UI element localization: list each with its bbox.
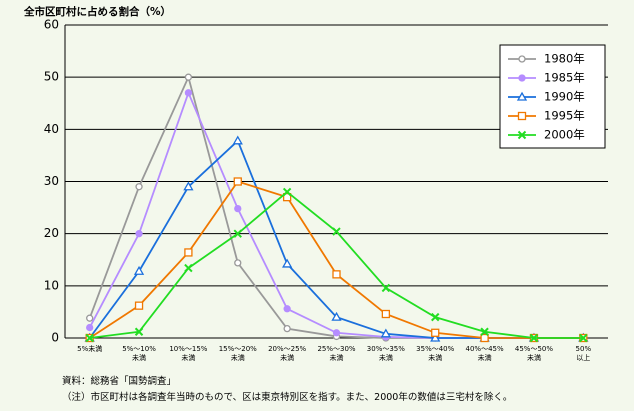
marker: [282, 258, 293, 268]
marker: [381, 309, 391, 319]
marker: [183, 181, 194, 191]
marker: [579, 333, 588, 343]
marker: [184, 73, 193, 81]
marker: [85, 333, 94, 343]
y-tick-label: 40: [44, 122, 59, 136]
y-tick-label: 0: [51, 331, 59, 345]
y-tick-label: 10: [44, 278, 59, 292]
y-tick-label: 20: [44, 226, 59, 240]
marker: [430, 332, 441, 342]
marker: [332, 329, 341, 337]
y-tick-label: 30: [44, 174, 59, 188]
x-tick-label: 35%～40% 未満: [416, 345, 455, 362]
marker: [380, 328, 391, 338]
marker: [234, 259, 242, 267]
y-tick-label: 60: [44, 18, 59, 32]
marker: [381, 283, 391, 293]
marker: [233, 229, 242, 238]
marker: [431, 312, 440, 322]
marker: [283, 324, 291, 333]
marker: [282, 192, 292, 202]
x-tick-label: 10%～15% 未満: [169, 345, 208, 362]
marker: [232, 135, 243, 145]
marker: [332, 270, 341, 279]
marker: [135, 230, 143, 238]
marker: [234, 204, 242, 213]
marker: [332, 227, 341, 236]
series-line: [88, 139, 584, 339]
x-tick-label: 45%～50% 未満: [514, 345, 554, 362]
marker: [480, 327, 489, 336]
marker: [86, 323, 94, 332]
marker: [184, 263, 193, 273]
marker: [518, 74, 526, 82]
legend-label: 1990年: [544, 90, 585, 104]
x-tick-label: 40%～45% 未満: [465, 345, 504, 362]
marker: [331, 311, 342, 321]
y-tick-label: 50: [44, 70, 59, 84]
marker: [135, 183, 143, 191]
x-tick-label: 20%～25% 未満: [268, 345, 307, 362]
marker: [529, 333, 539, 343]
marker: [184, 248, 193, 257]
source-note: 資料：総務省「国勢調査」: [62, 376, 177, 387]
marker: [184, 89, 193, 97]
marker: [134, 327, 144, 336]
marker: [233, 177, 242, 186]
x-tick-label: 5%未満: [77, 345, 103, 353]
x-tick-label: 25%～30% 未満: [317, 345, 356, 362]
legend-label: 1995年: [544, 109, 585, 123]
x-tick-label: 5%～10% 未満: [122, 345, 156, 362]
legend-label: 1980年: [544, 52, 585, 66]
marker: [516, 91, 528, 101]
marker: [518, 55, 526, 63]
marker: [517, 130, 527, 140]
marker: [134, 301, 144, 310]
chart-title: 全市区町村に占める割合（%）: [24, 6, 172, 18]
legend-label: 1985年: [544, 71, 585, 85]
marker: [86, 314, 94, 322]
marker: [517, 111, 527, 121]
legend-label: 2000年: [544, 128, 585, 142]
marker: [133, 265, 145, 275]
marker: [283, 305, 291, 313]
marker: [282, 187, 292, 197]
x-tick-label: 30%～35% 未満: [366, 345, 405, 362]
marker: [431, 328, 440, 337]
x-tick-label: 50% 以上: [575, 345, 592, 362]
footnote: （注）市区町村は各調査年当時のもので、区は東京特別区を指す。また、2000年の数…: [62, 392, 513, 403]
marker: [480, 333, 489, 343]
x-tick-label: 15%～20% 未満: [218, 345, 257, 362]
